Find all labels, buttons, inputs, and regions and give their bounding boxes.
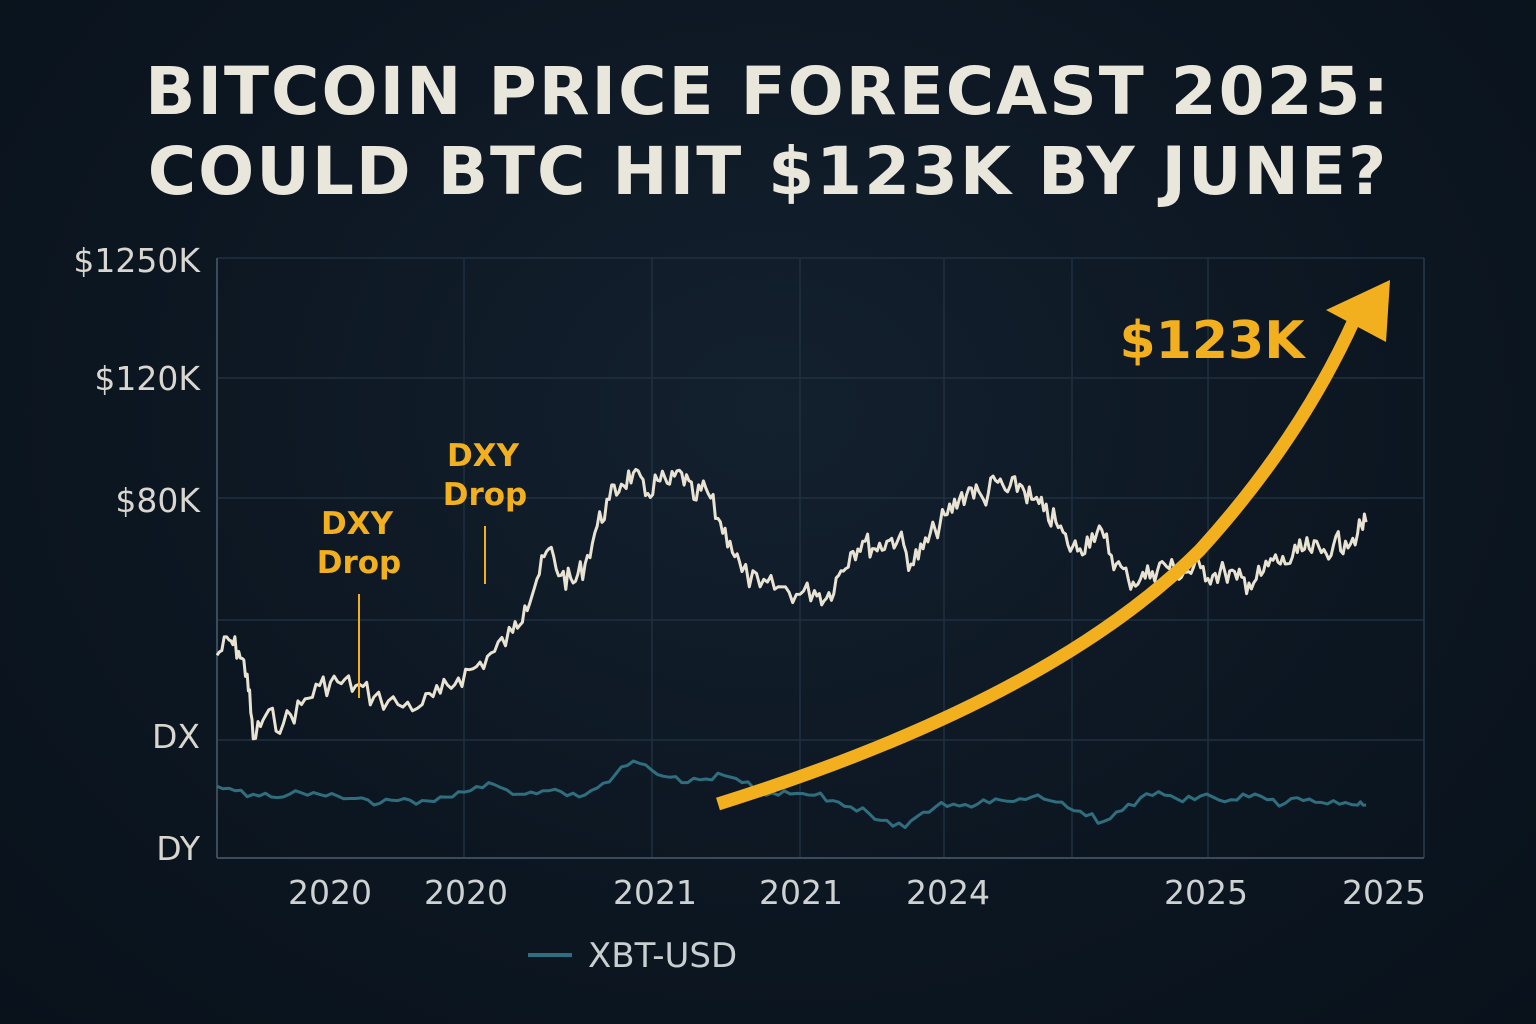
- title-line-2: COULD BTC HIT $123K BY JUNE?: [147, 133, 1389, 210]
- forecast-arrowhead: [1326, 280, 1390, 342]
- x-tick-label: 2025: [1342, 873, 1426, 912]
- annotation-label-line-1: DXY: [321, 506, 394, 542]
- chart-grid: [217, 257, 1425, 858]
- y-tick-label: $120K: [94, 359, 201, 398]
- annotation-label-line-1: DXY: [447, 438, 520, 474]
- dxy-drop-annotation: DXY Drop: [317, 506, 402, 698]
- chart-legend: XBT-USD: [528, 936, 737, 976]
- y-tick-label: DX: [152, 717, 200, 756]
- dxy-drop-annotation: DXY Drop: [443, 438, 528, 584]
- annotation-label-line-2: Drop: [443, 477, 528, 513]
- y-tick-label: $80K: [115, 481, 201, 520]
- legend-label: XBT-USD: [588, 936, 737, 976]
- title-line-1: BITCOIN PRICE FORECAST 2025:: [145, 53, 1391, 130]
- y-tick-labels: $1250K $120K $80K DX DY: [73, 241, 201, 868]
- x-tick-label: 2021: [759, 873, 843, 912]
- x-tick-label: 2025: [1164, 873, 1248, 912]
- forecast-arrow-curve: [716, 315, 1361, 811]
- x-tick-label: 2020: [424, 873, 508, 912]
- chart-title: BITCOIN PRICE FORECAST 2025: COULD BTC H…: [0, 52, 1536, 212]
- y-tick-label: $1250K: [73, 241, 201, 280]
- annotation-label-line-2: Drop: [317, 545, 402, 581]
- y-tick-label: DY: [156, 829, 201, 868]
- x-tick-label: 2020: [288, 873, 372, 912]
- forecast-arrow-group: $123K: [716, 280, 1390, 811]
- x-tick-label: 2024: [906, 873, 990, 912]
- x-tick-labels: 2020 2020 2021 2021 2024 2025 2025: [288, 873, 1426, 912]
- x-tick-label: 2021: [613, 873, 697, 912]
- dxy-series-line: [216, 759, 1367, 830]
- forecast-target-label: $123K: [1119, 311, 1306, 371]
